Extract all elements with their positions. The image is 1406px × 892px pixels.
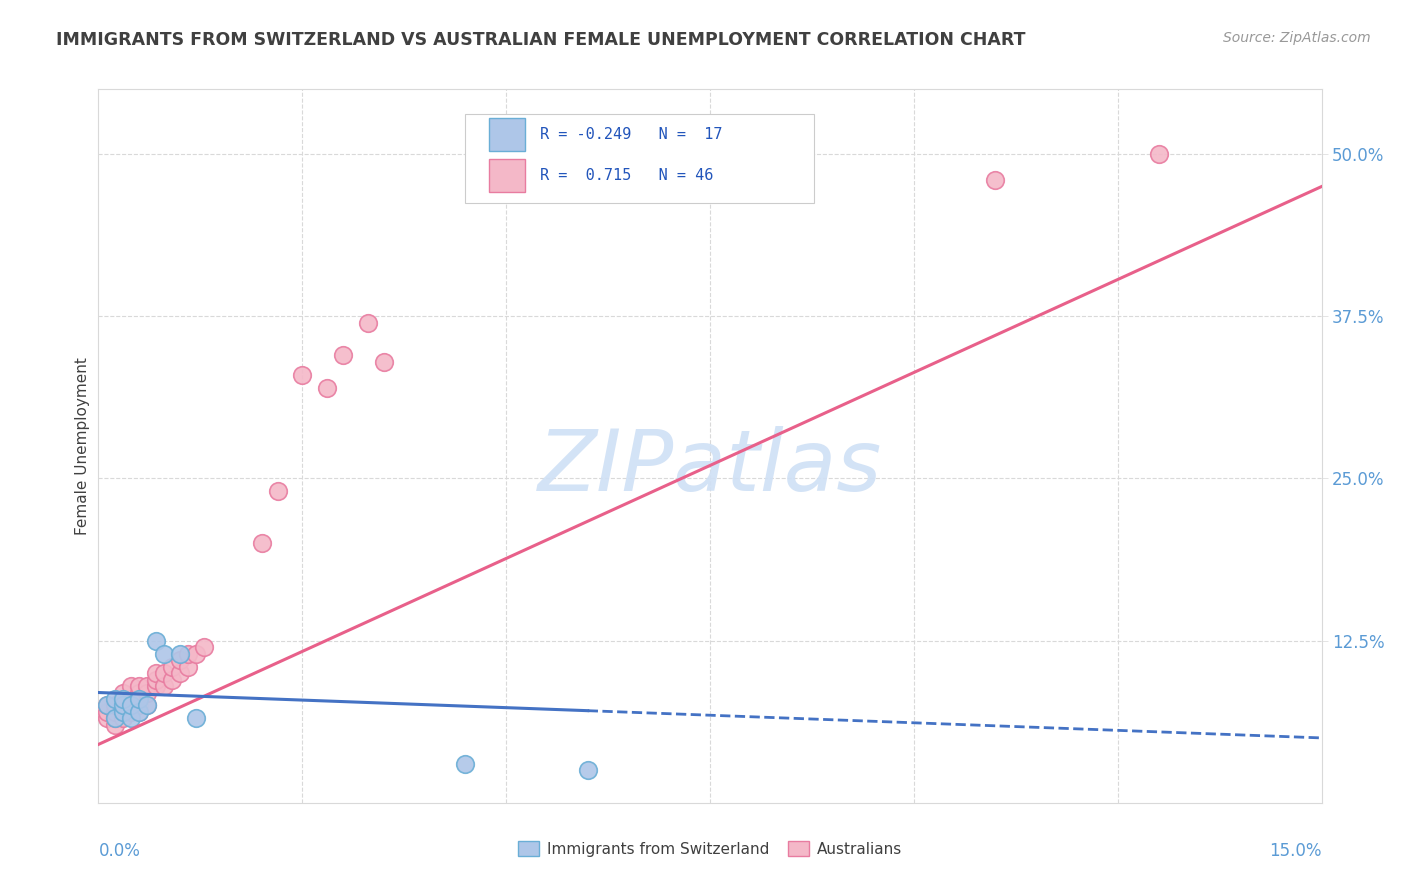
Point [120, 711, 142, 725]
Legend: Immigrants from Switzerland, Australians: Immigrants from Switzerland, Australians [512, 835, 908, 863]
Point [177, 659, 200, 673]
FancyBboxPatch shape [465, 114, 814, 203]
Point [250, 536, 273, 550]
Point [193, 640, 215, 654]
Point [128, 679, 150, 693]
Point [104, 718, 127, 732]
Bar [489, 119, 526, 151]
Point [136, 679, 159, 693]
Point [136, 685, 159, 699]
Point [104, 711, 127, 725]
Point [186, 711, 208, 725]
Point [128, 705, 150, 719]
Point [315, 381, 337, 395]
Text: 15.0%: 15.0% [1270, 842, 1322, 860]
Point [120, 692, 142, 706]
Point [576, 764, 599, 778]
Point [128, 692, 150, 706]
Point [128, 685, 150, 699]
Point [104, 692, 127, 706]
Point [145, 666, 167, 681]
Point [332, 348, 354, 362]
Text: IMMIGRANTS FROM SWITZERLAND VS AUSTRALIAN FEMALE UNEMPLOYMENT CORRELATION CHART: IMMIGRANTS FROM SWITZERLAND VS AUSTRALIA… [56, 31, 1026, 49]
Point [169, 666, 191, 681]
Point [1147, 147, 1170, 161]
Text: R = -0.249   N =  17: R = -0.249 N = 17 [540, 128, 723, 142]
Point [152, 666, 174, 681]
Point [152, 679, 174, 693]
Text: 0.0%: 0.0% [98, 842, 141, 860]
Point [111, 692, 134, 706]
Point [145, 679, 167, 693]
Point [104, 698, 127, 713]
Text: Source: ZipAtlas.com: Source: ZipAtlas.com [1223, 31, 1371, 45]
Point [356, 316, 378, 330]
Y-axis label: Female Unemployment: Female Unemployment [75, 357, 90, 535]
Point [136, 698, 159, 713]
Point [128, 698, 150, 713]
Point [145, 633, 167, 648]
Point [267, 484, 290, 499]
Point [169, 647, 191, 661]
Text: R =  0.715   N = 46: R = 0.715 N = 46 [540, 169, 713, 183]
Point [96, 705, 118, 719]
Point [152, 647, 174, 661]
Point [111, 692, 134, 706]
Point [160, 659, 183, 673]
Point [96, 698, 118, 713]
Point [96, 711, 118, 725]
Point [120, 705, 142, 719]
Point [128, 705, 150, 719]
Point [111, 698, 134, 713]
Point [104, 705, 127, 719]
Point [128, 692, 150, 706]
Point [984, 173, 1007, 187]
Point [373, 354, 395, 368]
Point [291, 368, 314, 382]
Point [111, 705, 134, 719]
Point [120, 698, 142, 713]
Point [111, 685, 134, 699]
Point [177, 647, 200, 661]
Point [104, 711, 127, 725]
Point [454, 756, 477, 771]
Point [169, 653, 191, 667]
Point [186, 647, 208, 661]
Point [120, 679, 142, 693]
Bar [489, 160, 526, 192]
Text: ZIPatlas: ZIPatlas [538, 425, 882, 509]
Point [160, 673, 183, 687]
Point [111, 698, 134, 713]
Point [145, 673, 167, 687]
Point [120, 698, 142, 713]
Point [111, 705, 134, 719]
Point [111, 711, 134, 725]
Point [96, 698, 118, 713]
Point [136, 698, 159, 713]
